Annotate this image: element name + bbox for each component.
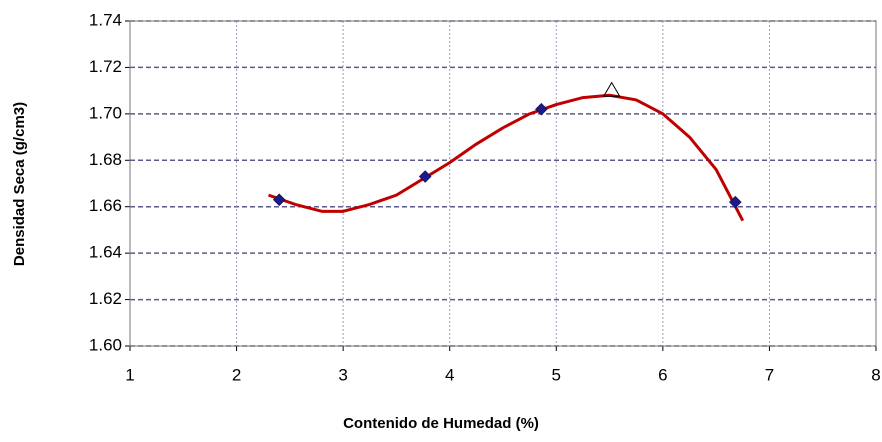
data-point	[418, 170, 432, 183]
data-point	[272, 193, 286, 207]
x-tick-label: 1	[125, 365, 134, 384]
fit-curve	[268, 93, 745, 222]
y-tick-label: 1.60	[89, 335, 122, 354]
x-tick-label: 6	[658, 365, 667, 384]
max-point	[602, 81, 621, 97]
y-axis-title: Densidad Seca (g/cm3)	[11, 102, 28, 266]
x-tick-label: 4	[445, 365, 454, 384]
y-tick-label: 1.68	[89, 150, 122, 169]
data-point	[728, 195, 742, 209]
y-tick-label: 1.64	[89, 243, 122, 262]
y-tick-label: 1.72	[89, 57, 122, 76]
x-tick-label: 7	[765, 365, 774, 384]
plot-border	[129, 20, 877, 347]
x-tick-label: 3	[338, 365, 347, 384]
y-tick-label: 1.62	[89, 289, 122, 308]
x-axis-title: Contenido de Humedad (%)	[343, 415, 539, 432]
y-tick-label: 1.66	[89, 196, 122, 215]
x-tick-label: 2	[232, 365, 241, 384]
y-tick-label: 1.74	[89, 10, 122, 29]
y-tick-label: 1.70	[89, 103, 122, 122]
x-tick-label: 5	[552, 365, 561, 384]
data-point	[535, 102, 548, 116]
x-tick-label: 8	[871, 365, 880, 384]
